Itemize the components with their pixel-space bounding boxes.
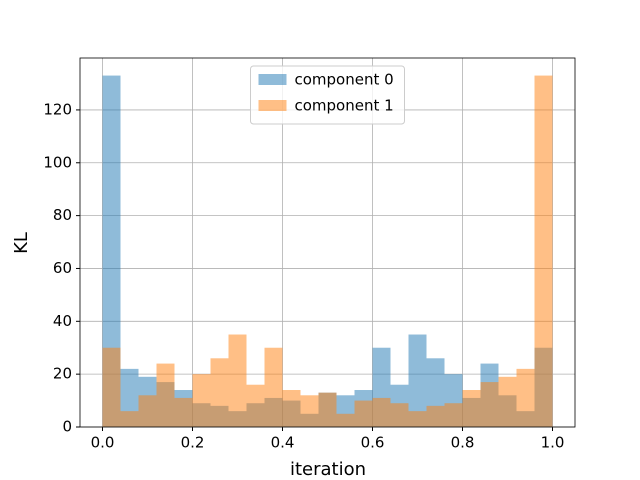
histogram-bar xyxy=(336,413,355,427)
histogram-bar xyxy=(120,411,139,427)
y-tick-label: 40 xyxy=(53,312,72,330)
legend-swatch xyxy=(258,100,287,111)
histogram-bar xyxy=(408,411,427,427)
x-tick-label: 0.8 xyxy=(451,434,475,452)
legend-box xyxy=(250,65,405,125)
histogram-bar xyxy=(282,390,301,427)
histogram-bar xyxy=(210,358,229,427)
y-tick-label: 120 xyxy=(43,100,72,118)
y-tick-label: 80 xyxy=(53,206,72,224)
histogram-bar xyxy=(138,395,157,427)
legend-label: component 1 xyxy=(295,97,394,115)
y-tick-label: 60 xyxy=(53,259,72,277)
x-tick-label: 1.0 xyxy=(541,434,565,452)
histogram-bar xyxy=(516,368,535,427)
histogram-bar xyxy=(498,376,517,427)
x-tick-label: 0.2 xyxy=(181,434,205,452)
x-axis-label: iteration xyxy=(290,459,366,480)
histogram-bar xyxy=(102,75,121,428)
x-tick-label: 0.0 xyxy=(91,434,115,452)
histogram-bar xyxy=(102,347,121,427)
histogram-bar xyxy=(228,334,247,427)
x-tick-label: 0.6 xyxy=(361,434,385,452)
histogram-bar xyxy=(480,382,499,427)
y-tick-label: 100 xyxy=(43,153,72,171)
histogram-bar xyxy=(300,395,319,427)
legend-swatch xyxy=(258,74,287,85)
histogram-bar xyxy=(408,334,427,427)
plot-frame xyxy=(79,57,576,428)
histogram-bar xyxy=(246,384,265,427)
y-tick-label: 20 xyxy=(53,365,72,383)
histogram-bar xyxy=(354,400,373,427)
histogram-bar xyxy=(318,392,337,427)
histogram-bar xyxy=(372,397,391,427)
y-axis-label: KL xyxy=(11,232,32,254)
histogram-bar xyxy=(156,363,175,427)
histogram-bar xyxy=(426,405,445,427)
histogram-bar xyxy=(174,397,193,427)
histogram-bar xyxy=(192,374,211,427)
histogram-bar xyxy=(264,347,283,427)
histogram-bar xyxy=(534,75,553,428)
x-tick-label: 0.4 xyxy=(271,434,295,452)
histogram-bar xyxy=(444,403,463,427)
histogram-bar xyxy=(390,403,409,427)
histogram-bar xyxy=(462,390,481,427)
legend-label: component 0 xyxy=(295,71,394,89)
y-tick-label: 0 xyxy=(62,418,72,436)
